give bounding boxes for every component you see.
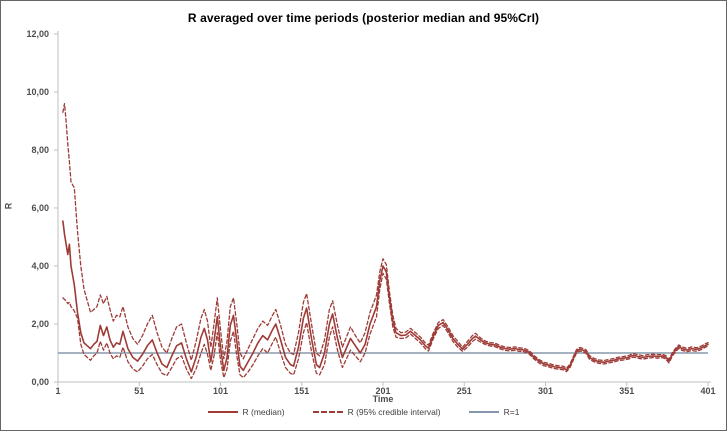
legend: R (median) R (95% credible interval) R=1 [1, 407, 726, 417]
y-tick-label: 8,00 [31, 145, 49, 155]
cri-upper-line [62, 102, 709, 369]
legend-label-r1: R=1 [503, 407, 520, 417]
y-tick-label: 6,00 [31, 203, 49, 213]
y-tick-label: 10,00 [26, 87, 49, 97]
median-line-swatch [207, 411, 238, 413]
legend-item-median: R (median) [207, 407, 285, 417]
x-tick-label: 401 [700, 386, 715, 396]
y-tick-label: 0,00 [31, 377, 49, 387]
legend-item-credible-interval: R (95% credible interval) [312, 407, 441, 417]
x-tick-label: 351 [619, 386, 634, 396]
y-tick-label: 4,00 [31, 261, 49, 271]
credible-interval-line-swatch [312, 411, 343, 413]
x-tick-label: 201 [375, 386, 390, 396]
chart-title: R averaged over time periods (posterior … [187, 11, 540, 25]
y-tick-label: 2,00 [31, 319, 49, 329]
x-tick-label: 51 [134, 386, 144, 396]
legend-item-r1: R=1 [468, 407, 520, 417]
x-tick-label: 251 [457, 386, 472, 396]
y-axis-title: R [3, 202, 14, 210]
x-tick-label: 101 [213, 386, 228, 396]
x-tick-label: 1 [55, 386, 60, 396]
x-tick-label: 301 [538, 386, 553, 396]
y-tick-label: 12,00 [26, 29, 49, 39]
median-series-line [62, 220, 709, 373]
legend-label-credible-interval: R (95% credible interval) [347, 407, 441, 417]
cri-lower-line [62, 272, 709, 380]
x-tick-label: 151 [294, 386, 309, 396]
x-axis-title: Time [372, 394, 394, 404]
legend-label-median: R (median) [242, 407, 285, 417]
r1-line-swatch [468, 411, 499, 413]
